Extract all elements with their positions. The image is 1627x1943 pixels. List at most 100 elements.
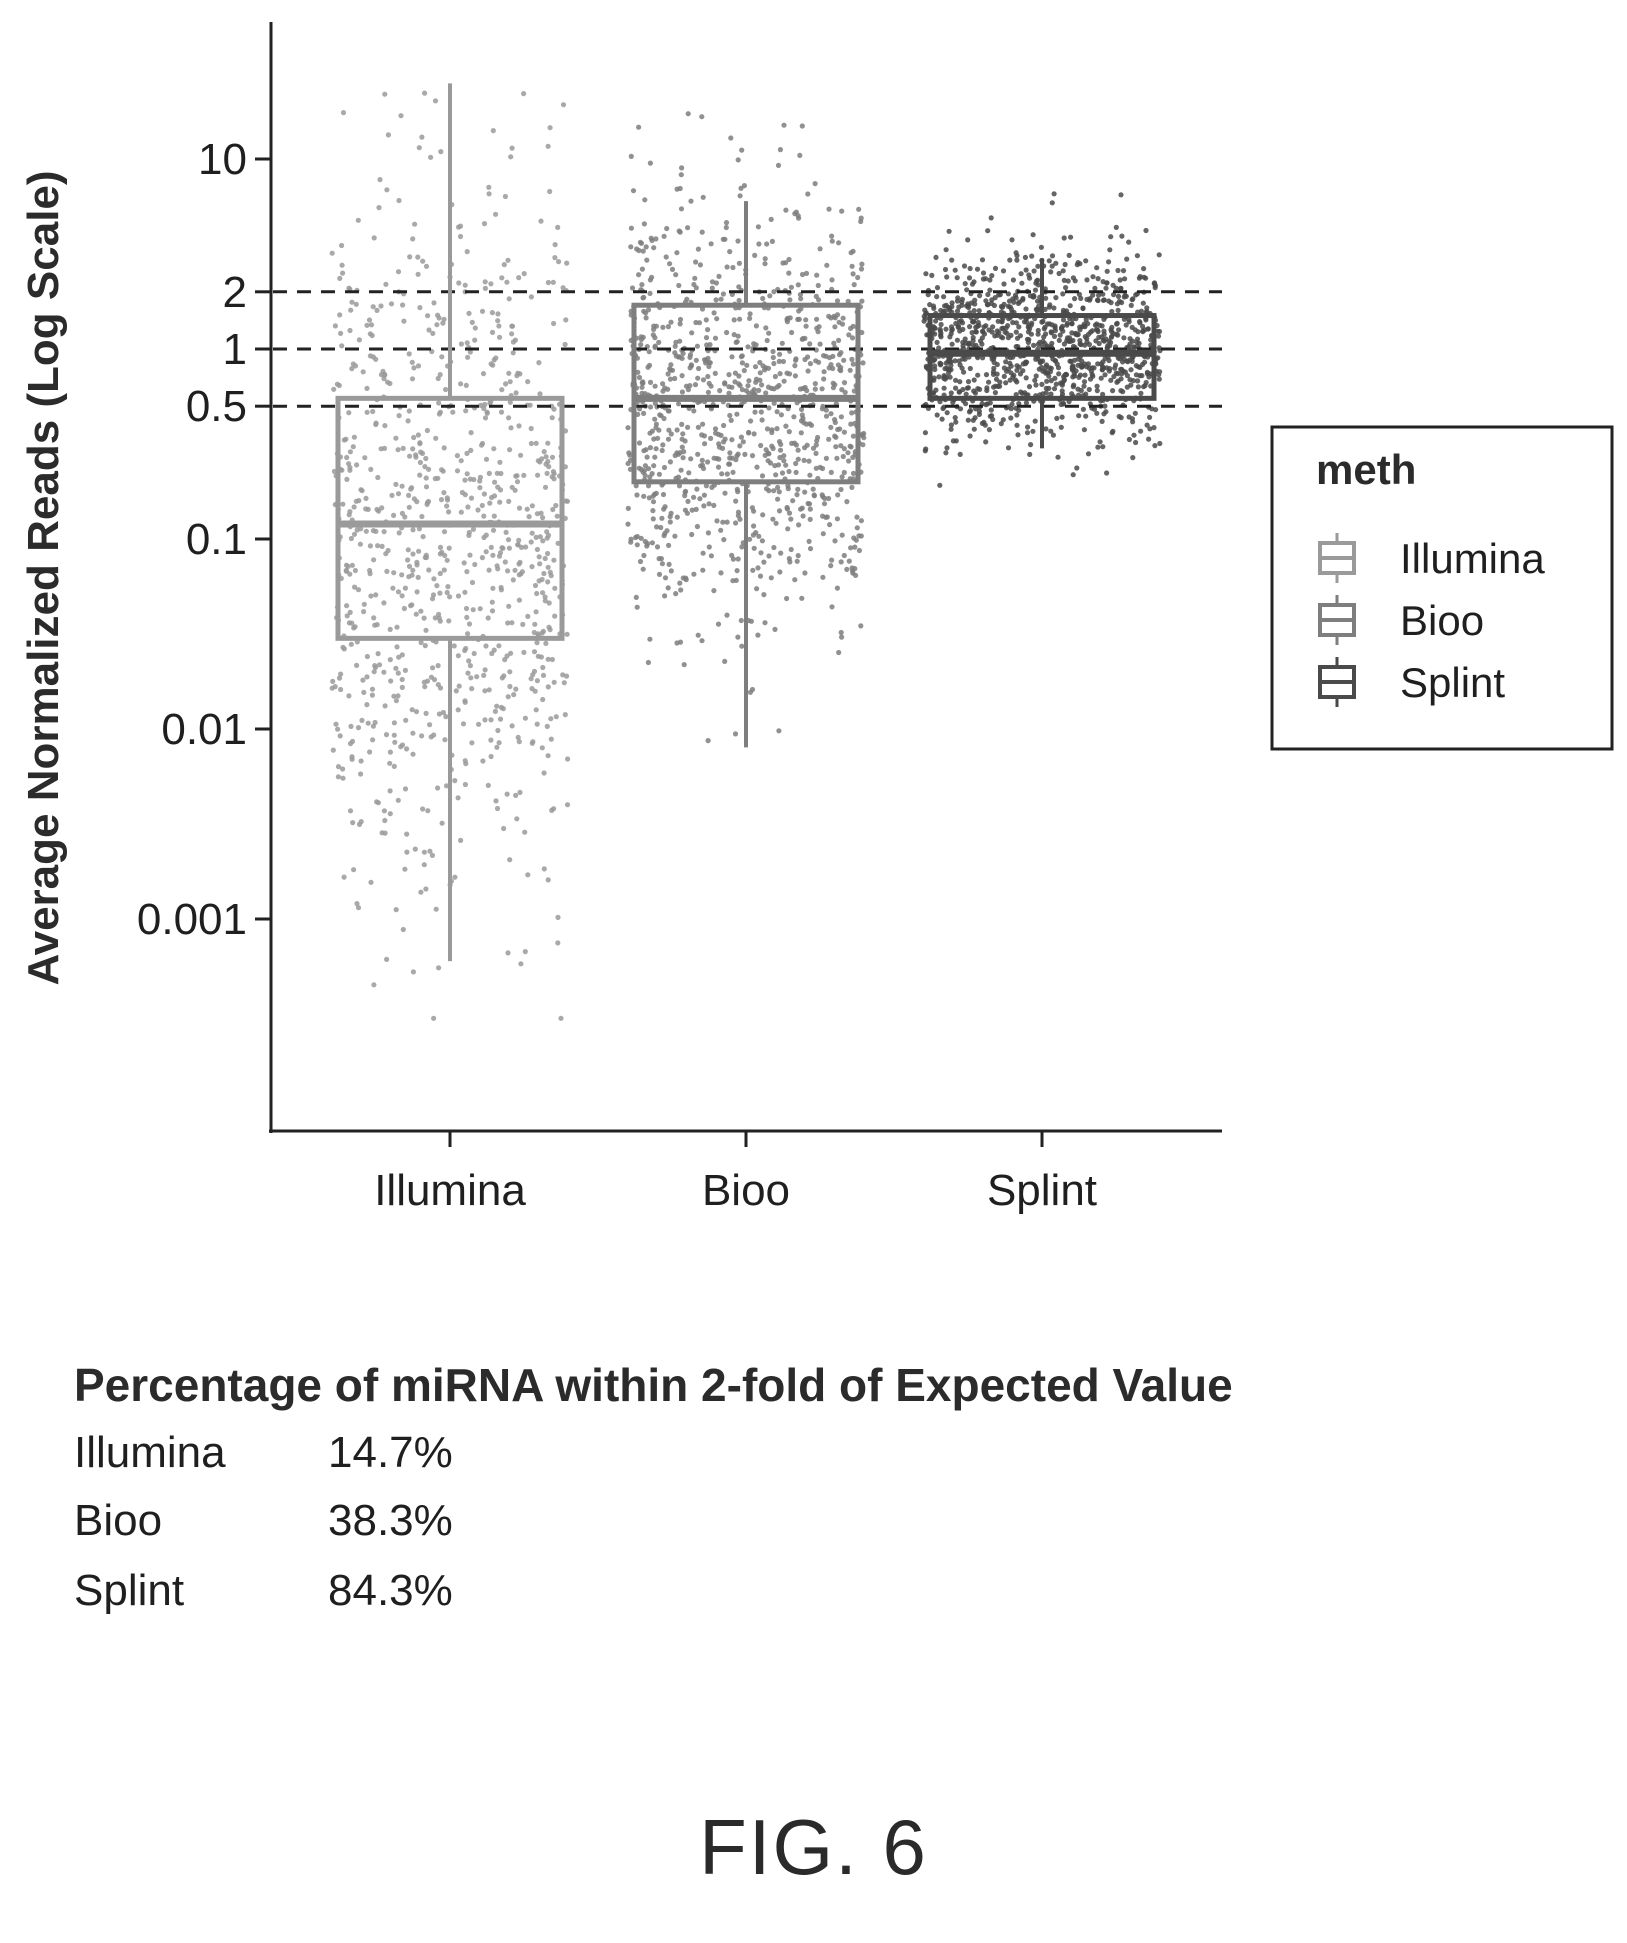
data-point <box>549 415 555 421</box>
boxplot-splint <box>927 258 1157 449</box>
data-point <box>936 374 942 380</box>
data-point <box>400 302 406 308</box>
data-point <box>529 564 535 570</box>
data-point <box>706 501 712 507</box>
data-point <box>429 852 435 859</box>
data-point <box>711 310 717 316</box>
data-point <box>1059 323 1066 329</box>
data-point <box>410 446 416 452</box>
data-point <box>1003 325 1009 331</box>
data-point <box>495 566 501 572</box>
data-point <box>971 318 977 324</box>
data-point <box>549 656 556 663</box>
data-point <box>826 436 832 442</box>
data-point <box>665 585 671 591</box>
data-point <box>706 380 712 386</box>
data-point <box>752 252 758 258</box>
data-point <box>735 451 741 457</box>
data-point <box>733 498 739 504</box>
data-point <box>365 720 371 726</box>
data-point <box>942 308 948 314</box>
data-point <box>468 447 474 453</box>
data-point <box>1075 260 1081 266</box>
data-point <box>556 259 562 265</box>
data-point <box>354 662 360 669</box>
data-point <box>505 537 512 543</box>
data-point <box>423 455 429 462</box>
data-point <box>1078 362 1084 368</box>
data-point <box>425 808 431 814</box>
data-point <box>495 727 501 734</box>
data-point <box>1035 331 1041 337</box>
data-point <box>848 545 854 551</box>
data-point <box>466 621 473 627</box>
data-point <box>1118 285 1124 291</box>
data-point <box>807 472 813 478</box>
data-point <box>370 723 376 729</box>
data-point <box>781 458 787 464</box>
data-point <box>485 615 491 621</box>
data-point <box>417 440 423 446</box>
data-point <box>755 224 762 230</box>
data-point <box>680 455 686 461</box>
data-point <box>1085 451 1092 457</box>
data-point <box>967 407 974 414</box>
data-point <box>838 486 844 493</box>
data-point <box>674 250 680 256</box>
data-point <box>938 307 944 314</box>
data-point <box>547 569 553 576</box>
data-point <box>969 330 975 336</box>
data-point <box>726 390 732 396</box>
data-point <box>750 567 756 573</box>
data-point <box>986 427 993 433</box>
data-point <box>533 707 539 713</box>
data-point <box>750 532 757 538</box>
data-point <box>548 716 554 722</box>
data-point <box>732 370 739 376</box>
data-point <box>759 417 765 423</box>
data-point <box>947 359 953 365</box>
data-point <box>1030 232 1036 238</box>
data-point <box>545 656 551 662</box>
data-point <box>778 412 785 418</box>
data-point <box>540 515 546 521</box>
data-point <box>748 418 754 424</box>
data-point <box>707 360 713 366</box>
data-point <box>948 426 954 432</box>
data-point <box>493 355 499 361</box>
data-point <box>400 926 406 933</box>
data-point <box>685 111 691 117</box>
data-point <box>402 866 408 872</box>
data-point <box>676 282 682 289</box>
data-point <box>847 443 853 449</box>
data-point <box>545 579 551 585</box>
data-point <box>562 341 568 348</box>
data-point <box>651 245 657 251</box>
data-point <box>1129 324 1135 330</box>
data-point <box>795 282 801 288</box>
data-point <box>760 295 766 302</box>
data-point <box>518 452 524 458</box>
data-point <box>685 225 691 231</box>
data-point <box>1106 368 1112 374</box>
data-point <box>1035 263 1041 269</box>
data-point <box>496 740 502 746</box>
data-point <box>672 343 678 349</box>
data-point <box>1153 407 1159 413</box>
data-point <box>858 518 865 524</box>
data-point <box>749 453 756 459</box>
data-point <box>1115 267 1121 274</box>
data-point <box>695 632 701 638</box>
data-point <box>387 626 393 633</box>
data-point <box>665 436 672 442</box>
data-point <box>850 454 856 460</box>
data-point <box>664 225 670 232</box>
data-point <box>1115 293 1122 299</box>
data-point <box>1073 368 1079 374</box>
data-point <box>1055 454 1061 460</box>
data-point <box>850 248 856 254</box>
data-point <box>515 734 521 741</box>
data-point <box>373 592 379 598</box>
data-point <box>792 363 798 369</box>
data-point <box>1048 391 1054 397</box>
